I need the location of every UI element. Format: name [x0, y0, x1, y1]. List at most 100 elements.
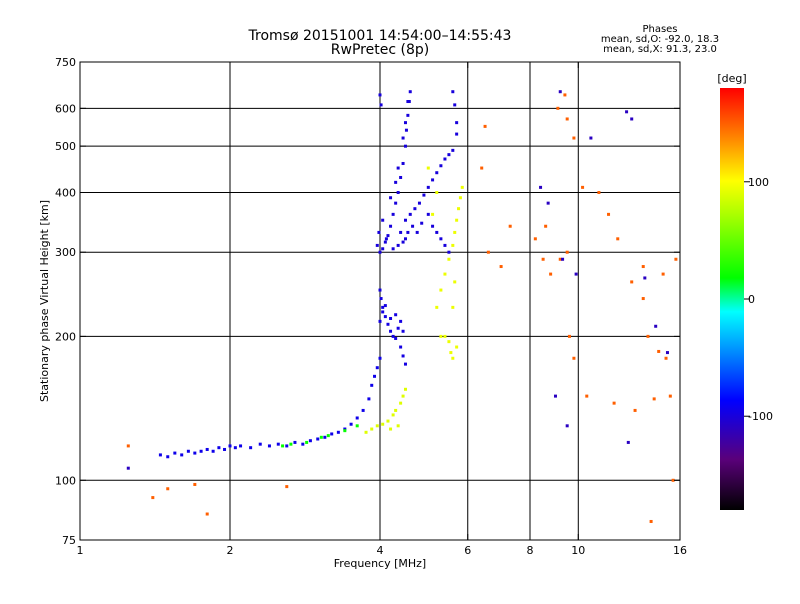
data-point — [375, 424, 379, 428]
stats-line-o: mean, sd,O: -92.0, 18.3 — [601, 34, 719, 45]
data-point — [386, 322, 390, 326]
data-point — [373, 374, 377, 378]
data-point — [641, 265, 645, 269]
data-point — [643, 276, 647, 280]
data-point — [664, 356, 668, 360]
data-point — [394, 180, 398, 184]
y-tick-label: 750 — [55, 56, 76, 69]
data-point — [399, 319, 403, 323]
stats-line-x: mean, sd,X: 91.3, 23.0 — [603, 44, 717, 55]
y-tick-label: 600 — [55, 102, 76, 115]
data-point — [657, 349, 661, 353]
data-point — [370, 383, 374, 387]
colorbar-tick-label: -100 — [748, 410, 773, 423]
data-point — [533, 237, 537, 241]
data-point — [386, 419, 390, 423]
data-point — [258, 442, 262, 446]
data-point — [447, 250, 451, 254]
data-point — [308, 439, 312, 443]
data-point — [561, 257, 565, 261]
data-point — [572, 136, 576, 140]
data-point — [367, 397, 371, 401]
data-point — [553, 394, 557, 398]
data-point — [453, 103, 457, 107]
x-tick-label: 10 — [571, 544, 585, 557]
data-point — [404, 128, 408, 132]
data-point — [455, 121, 459, 125]
grid — [80, 62, 680, 540]
data-point — [661, 272, 665, 276]
data-point — [401, 394, 405, 398]
data-point — [381, 218, 385, 222]
scatter-points — [126, 90, 678, 523]
data-point — [378, 93, 382, 97]
data-point — [455, 218, 459, 222]
x-tick-label: 6 — [464, 544, 471, 557]
data-point — [205, 447, 209, 451]
data-point — [389, 316, 393, 320]
data-point — [439, 164, 443, 168]
data-point — [546, 201, 550, 205]
data-point — [401, 240, 405, 244]
colorbar-tick-label: 100 — [748, 176, 769, 189]
data-point — [460, 185, 464, 189]
stats-heading: Phases — [642, 24, 677, 35]
data-point — [451, 90, 455, 94]
data-point — [349, 422, 353, 426]
data-point — [217, 446, 221, 450]
data-point — [565, 250, 569, 254]
data-point — [394, 336, 398, 340]
chart-title-line2: RwPretec (8p) — [331, 42, 429, 58]
data-point — [558, 90, 562, 94]
data-point — [558, 257, 562, 261]
data-point — [439, 237, 443, 241]
data-point — [451, 243, 455, 247]
data-point — [453, 230, 457, 234]
data-point — [581, 185, 585, 189]
data-point — [674, 257, 678, 261]
data-point — [544, 224, 548, 228]
data-point — [556, 106, 560, 110]
data-point — [483, 124, 487, 128]
y-tick-label: 300 — [55, 246, 76, 259]
data-point — [378, 356, 382, 360]
data-point — [249, 446, 253, 450]
data-point — [439, 288, 443, 292]
data-point — [406, 230, 410, 234]
data-point — [391, 413, 395, 417]
data-point — [228, 444, 232, 448]
data-point — [415, 230, 419, 234]
data-point — [572, 356, 576, 360]
data-point — [431, 224, 435, 228]
colorbar-ticks: 100 0 -100 — [744, 176, 773, 423]
x-tick-label: 1 — [77, 544, 84, 557]
data-point — [381, 310, 385, 314]
data-point — [233, 446, 237, 450]
colorbar-label: [deg] — [717, 72, 746, 85]
data-point — [654, 324, 658, 328]
data-point — [413, 207, 417, 211]
y-tick-label: 200 — [55, 330, 76, 343]
data-point — [403, 218, 407, 222]
data-point — [443, 157, 447, 161]
data-point — [211, 449, 215, 453]
data-point — [625, 110, 629, 114]
data-point — [336, 430, 340, 434]
data-point — [455, 345, 459, 349]
data-point — [458, 196, 462, 200]
data-point — [375, 366, 379, 370]
data-point — [396, 166, 400, 170]
data-point — [417, 201, 421, 205]
data-point — [276, 442, 280, 446]
data-point — [361, 408, 365, 412]
data-point — [539, 185, 543, 189]
data-point — [453, 280, 457, 284]
data-point — [381, 422, 385, 426]
data-point — [499, 265, 503, 269]
data-point — [443, 272, 447, 276]
data-point — [549, 272, 553, 276]
data-point — [158, 453, 162, 457]
data-point — [389, 196, 393, 200]
y-tick-label: 500 — [55, 140, 76, 153]
data-point — [173, 451, 177, 455]
